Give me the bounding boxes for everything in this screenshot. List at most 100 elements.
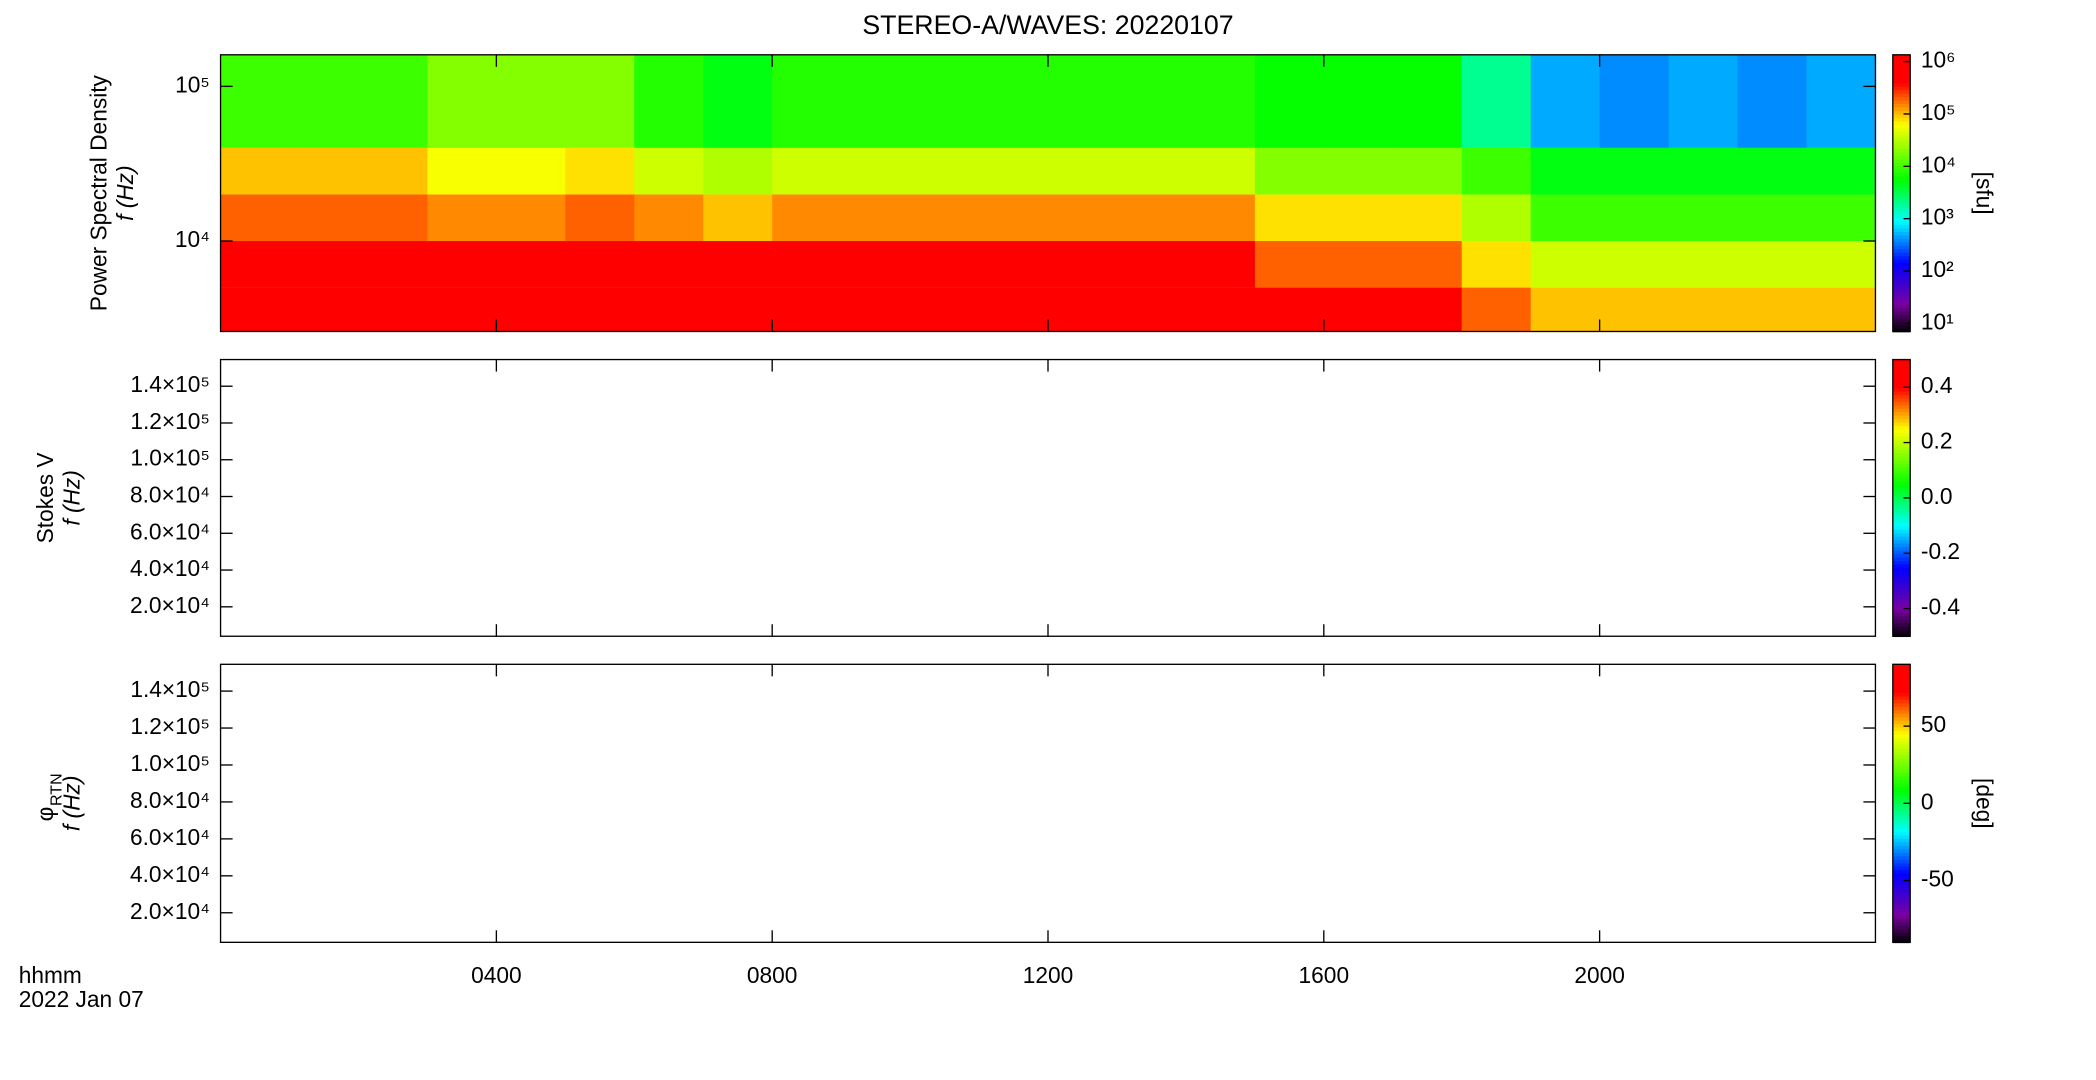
- colorbar-tick-label: 10⁶: [1921, 47, 1956, 73]
- colorbar-frame: [1892, 54, 1911, 333]
- colorbar-segment: [1892, 61, 1911, 66]
- heatmap-cell: [427, 241, 498, 288]
- colorbar-segment: [1892, 383, 1911, 389]
- heatmap-cell: [1461, 241, 1532, 288]
- heatmap-cell: [910, 54, 980, 148]
- heatmap-cell: [1254, 194, 1325, 242]
- colorbar-segment: [1892, 151, 1911, 156]
- heatmap-cell: [1461, 147, 1532, 195]
- colorbar-segment: [1892, 525, 1911, 530]
- colorbar-segment: [1892, 532, 1911, 537]
- heatmap-cell: [1737, 194, 1808, 242]
- colorbar-segment: [1892, 706, 1911, 711]
- colorbar-segment: [1892, 671, 1911, 676]
- heatmap-cell: [841, 194, 911, 242]
- heatmap-cell: [910, 194, 980, 242]
- colorbar-segment: [1892, 401, 1911, 406]
- colorbar-segment: [1892, 286, 1911, 291]
- y-tick-label: 1.4×10⁵: [130, 676, 210, 702]
- colorbar-segment: [1892, 397, 1911, 402]
- colorbar-segment: [1892, 179, 1911, 184]
- colorbar-segment: [1892, 231, 1911, 236]
- colorbar-segment: [1892, 751, 1911, 756]
- colorbar-segment: [1892, 428, 1911, 433]
- colorbar-tick-label: 10¹: [1921, 308, 1954, 334]
- colorbar-segment: [1892, 765, 1911, 770]
- colorbar-segment: [1892, 213, 1911, 219]
- colorbar-segment: [1892, 539, 1911, 544]
- heatmap-cell: [1806, 287, 1877, 332]
- colorbar-segment: [1892, 165, 1911, 170]
- heatmap-cell: [1323, 241, 1394, 288]
- heatmap-cell: [1530, 194, 1601, 242]
- colorbar-segment: [1892, 293, 1911, 298]
- colorbar-tick-label: 0: [1921, 788, 1934, 814]
- colorbar-segment: [1892, 695, 1911, 700]
- colorbar-segment: [1892, 726, 1911, 732]
- heatmap-cell: [1806, 147, 1877, 195]
- colorbar-segment: [1892, 865, 1911, 871]
- heatmap-cell: [1323, 147, 1394, 195]
- heatmap-cell: [1668, 194, 1739, 242]
- y-label: φ: [32, 807, 58, 822]
- colorbar-segment: [1892, 366, 1911, 371]
- heatmap-cell: [772, 194, 842, 242]
- colorbar-segment: [1892, 775, 1911, 780]
- heatmap-cell: [703, 287, 773, 332]
- colorbar-segment: [1892, 120, 1911, 125]
- colorbar-segment: [1892, 618, 1911, 624]
- colorbar-segment: [1892, 463, 1911, 468]
- colorbar-segment: [1892, 778, 1911, 784]
- colorbar-segment: [1892, 612, 1911, 617]
- heatmap-cell: [1392, 54, 1463, 148]
- colorbar-segment: [1892, 317, 1911, 322]
- heatmap-cell: [1116, 287, 1187, 332]
- colorbar-segment: [1892, 567, 1911, 572]
- colorbar-segment: [1892, 54, 1911, 60]
- colorbar-segment: [1892, 744, 1911, 749]
- heatmap-cell: [772, 241, 842, 288]
- colorbar-segment: [1892, 117, 1911, 122]
- heatmap-cell: [1668, 287, 1739, 332]
- heatmap-cell: [979, 287, 1049, 332]
- colorbar-segment: [1892, 148, 1911, 153]
- colorbar-segment: [1892, 692, 1911, 697]
- colorbar-segment: [1892, 580, 1911, 586]
- y-tick-label: 8.0×10⁴: [130, 787, 210, 813]
- heatmap-cell: [496, 241, 566, 288]
- heatmap-cell: [1048, 287, 1118, 332]
- heatmap-cell: [1185, 54, 1256, 148]
- title: STEREO-A/WAVES: 20220107: [862, 10, 1233, 40]
- colorbar-segment: [1892, 369, 1911, 375]
- colorbar-segment: [1892, 789, 1911, 794]
- colorbar-segment: [1892, 542, 1911, 548]
- colorbar-segment: [1892, 911, 1911, 916]
- colorbar-segment: [1892, 175, 1911, 181]
- colorbar-segment: [1892, 203, 1911, 208]
- colorbar-segment: [1892, 625, 1911, 631]
- colorbar-segment: [1892, 75, 1911, 80]
- colorbar-segment: [1892, 938, 1911, 944]
- colorbar-segment: [1892, 862, 1911, 867]
- x-tick-label: 1200: [1023, 962, 1074, 988]
- heatmap-cell: [496, 54, 566, 148]
- y-label: Power Spectral Density: [85, 74, 111, 311]
- colorbar-segment: [1892, 439, 1911, 444]
- colorbar-segment: [1892, 553, 1911, 558]
- x-tick-label: 0400: [471, 962, 522, 988]
- heatmap-cell: [1737, 241, 1808, 288]
- colorbar-tick-label: 10³: [1921, 204, 1954, 230]
- heatmap-cell: [1116, 147, 1187, 195]
- y-tick-label: 6.0×10⁴: [130, 518, 210, 544]
- colorbar-segment: [1892, 918, 1911, 923]
- colorbar-segment: [1892, 792, 1911, 798]
- colorbar-segment: [1892, 501, 1911, 506]
- heatmap-cell: [841, 241, 911, 288]
- heatmap-cell: [358, 147, 429, 195]
- colorbar-segment: [1892, 799, 1911, 805]
- colorbar-segment: [1892, 733, 1911, 739]
- colorbar-segment: [1892, 380, 1911, 385]
- heatmap-cell: [220, 147, 291, 195]
- colorbar-segment: [1892, 886, 1911, 892]
- colorbar-segment: [1892, 845, 1911, 850]
